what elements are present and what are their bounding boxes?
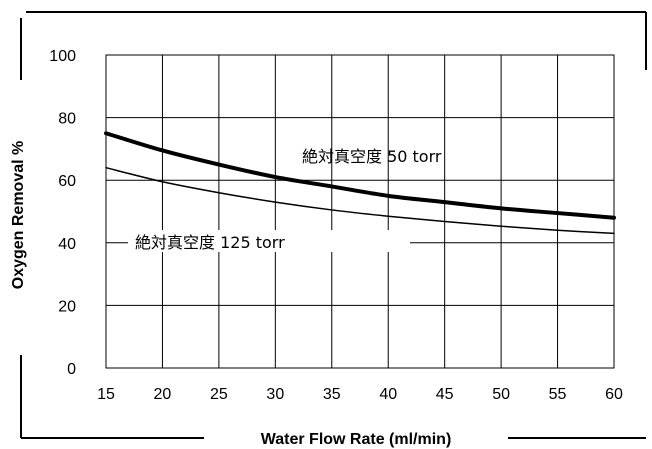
x-tick-label: 20: [154, 386, 172, 403]
annotation-125-torr: 絶対真空度 125 torr: [135, 233, 285, 252]
annotation-50-torr: 絶対真空度 50 torr: [302, 147, 442, 166]
x-tick-label: 25: [210, 386, 228, 403]
y-tick-label: 20: [58, 298, 76, 315]
y-tick-label: 40: [58, 236, 76, 253]
y-tick-label: 60: [58, 173, 76, 190]
series-line-50-torr: [104, 131, 616, 220]
y-tick-label: 80: [58, 111, 76, 128]
y-tick-label: 100: [49, 48, 76, 65]
x-tick-label: 45: [436, 386, 454, 403]
series-line-125-torr: [105, 166, 615, 235]
x-axis-title: Water Flow Rate (ml/min): [261, 431, 452, 448]
x-tick-label: 35: [323, 386, 341, 403]
x-tick-labels: 15 20 25 30 35 40 45 50 55 60: [97, 386, 623, 403]
x-tick-label: 55: [549, 386, 567, 403]
figure-frame: [20, 11, 647, 439]
x-tick-label: 50: [492, 386, 510, 403]
x-tick-label: 15: [97, 386, 115, 403]
x-tick-label: 40: [379, 386, 397, 403]
y-axis-title: Oxygen Removal %: [10, 141, 27, 290]
y-tick-labels: 0 20 40 60 80 100: [49, 48, 76, 378]
x-tick-label: 60: [605, 386, 623, 403]
plot-area-border: [105, 54, 615, 369]
x-tick-label: 30: [266, 386, 284, 403]
y-tick-label: 0: [67, 361, 76, 378]
series-layer: [104, 131, 616, 235]
annotation-125-torr-backdrop: [128, 230, 410, 252]
